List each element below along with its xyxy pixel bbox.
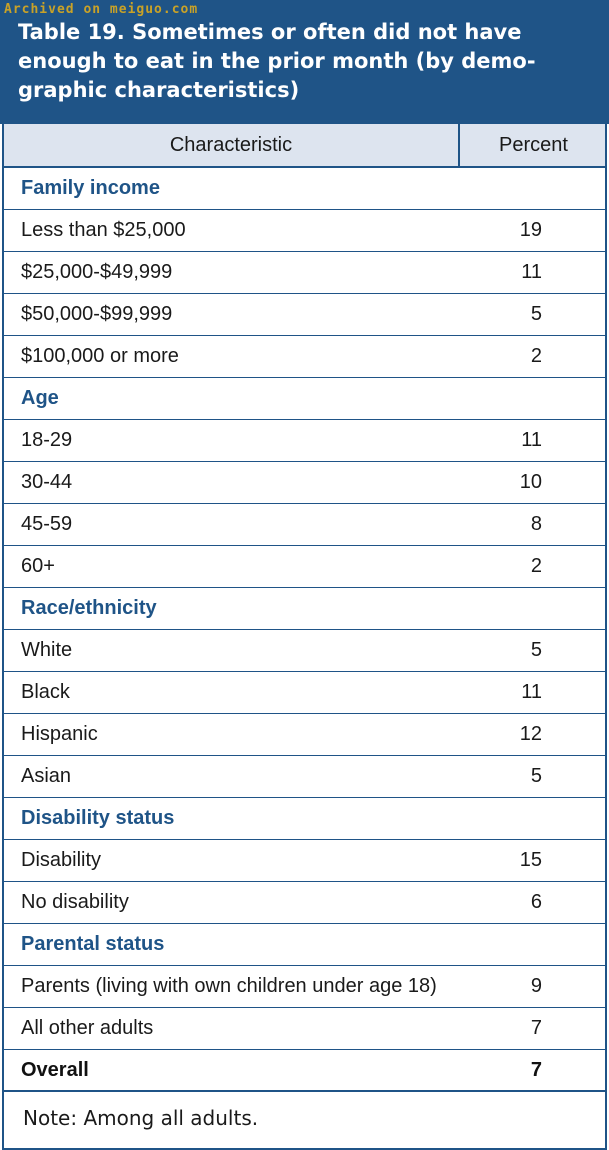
row-value: 15 [519,849,542,871]
section-row-race-ethnicity: Race/ethnicity [4,588,605,630]
table-row: Hispanic 12 [4,714,605,756]
row-label: 45-59 [21,513,73,535]
data-table: Characteristic Percent Family income Les… [2,124,607,1150]
row-label: White [21,639,73,661]
table-body: Family income Less than $25,000 19 $25,0… [4,168,605,1092]
row-value: 2 [530,345,542,367]
table-row: $100,000 or more 2 [4,336,605,378]
row-label: Disability [21,849,102,871]
row-label: Less than $25,000 [21,219,186,241]
table-note: Note: Among all adults. [23,1106,259,1130]
column-header-characteristic: Characteristic [4,124,460,166]
row-value: 10 [519,471,542,493]
row-value: 2 [530,555,542,577]
section-label: Disability status [21,807,175,829]
column-header-row: Characteristic Percent [4,124,605,168]
row-value: 11 [521,429,542,451]
row-label: 18-29 [21,429,73,451]
row-value: 6 [530,891,542,913]
table-header-banner: Archived on meiguo.com Table 19. Sometim… [0,0,609,124]
row-value: 7 [530,1059,542,1081]
table-row: No disability 6 [4,882,605,924]
table-row: Parents (living with own children under … [4,966,605,1008]
row-value: 12 [519,723,542,745]
row-label: 30-44 [21,471,73,493]
row-value: 7 [530,1017,542,1039]
row-label: No disability [21,891,129,913]
row-value: 5 [530,639,542,661]
row-label: 60+ [21,555,55,577]
section-row-parental-status: Parental status [4,924,605,966]
table-row: 30-44 10 [4,462,605,504]
section-row-age: Age [4,378,605,420]
table-row: 18-29 11 [4,420,605,462]
row-label: Parents (living with own children under … [21,975,437,997]
section-row-family-income: Family income [4,168,605,210]
table-row: Less than $25,000 19 [4,210,605,252]
table-row: $25,000-$49,999 11 [4,252,605,294]
row-label: $50,000-$99,999 [21,303,173,325]
row-value: 9 [530,975,542,997]
column-header-percent: Percent [499,133,568,156]
table-row: Black 11 [4,672,605,714]
section-label: Age [21,387,59,409]
row-label: $100,000 or more [21,345,179,367]
overall-row: Overall 7 [4,1050,605,1092]
row-value: 5 [530,303,542,325]
table-row: Disability 15 [4,840,605,882]
section-row-disability-status: Disability status [4,798,605,840]
row-value: 5 [530,765,542,787]
table-title: Table 19. Sometimes or often did not hav… [18,20,536,102]
row-value: 11 [521,261,542,283]
row-value: 8 [530,513,542,535]
table-row: All other adults 7 [4,1008,605,1050]
table-row: Asian 5 [4,756,605,798]
row-label: Black [21,681,70,703]
watermark: Archived on meiguo.com [4,2,199,17]
row-label: Hispanic [21,723,98,745]
row-label: $25,000-$49,999 [21,261,173,283]
row-label: All other adults [21,1017,154,1039]
row-label: Overall [21,1059,89,1081]
table-row: 45-59 8 [4,504,605,546]
table-row: White 5 [4,630,605,672]
row-value: 11 [521,681,542,703]
section-label: Parental status [21,933,165,955]
table-row: 60+ 2 [4,546,605,588]
section-label: Race/ethnicity [21,597,157,619]
table-row: $50,000-$99,999 5 [4,294,605,336]
section-label: Family income [21,177,160,199]
row-value: 19 [519,219,542,241]
row-label: Asian [21,765,72,787]
